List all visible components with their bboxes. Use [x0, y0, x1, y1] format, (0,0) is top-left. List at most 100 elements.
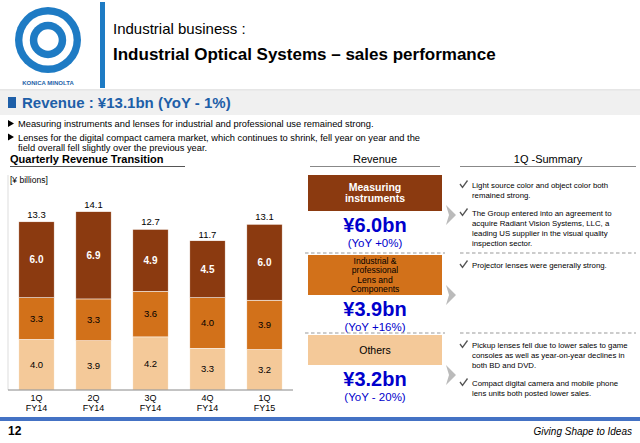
bar-segment: [19, 339, 54, 390]
bar-segment: [133, 337, 168, 390]
legend-entry: Industrial &professionalLens andComponen…: [351, 256, 400, 294]
bar-segment: [19, 222, 54, 298]
x-axis-line: [8, 390, 293, 391]
revenue-header: Revenue : ¥13.1bn (YoY - 1%): [22, 94, 231, 111]
logo-ring: [22, 14, 73, 65]
section-divider: [460, 332, 636, 333]
summary-text: The Group entered into an agreement toac…: [472, 209, 612, 248]
segment-label: 3.2: [258, 364, 271, 375]
section-underline: [460, 166, 636, 167]
bullet-marker: [8, 120, 14, 127]
bar-segment: [247, 350, 282, 390]
summary-text: Pickup lenses fell due to lower sales to…: [472, 341, 628, 370]
summary-column: Light source color and object color both…: [460, 181, 636, 399]
check-mark: [460, 181, 468, 188]
revenue-value: ¥6.0bn: [343, 214, 406, 236]
section-underline: [310, 166, 440, 167]
header: KONICA MINOLTAIndustrial business :Indus…: [0, 2, 640, 90]
legend-entry: Others: [359, 344, 391, 356]
bar-segment: [76, 341, 111, 390]
band-square: [8, 97, 16, 108]
bar-segment: [247, 224, 282, 300]
legend-swatch: [308, 335, 442, 365]
section-divider: [305, 332, 445, 333]
footer: 12 Giving Shape to Ideas: [0, 417, 640, 438]
bullet-text: Measuring instruments and lenses for ind…: [18, 119, 374, 129]
x-tick-label: 4QFY14: [197, 393, 219, 413]
logo-ring: [37, 29, 58, 50]
flow-arrow: [446, 205, 456, 225]
bullet-marker: [8, 134, 14, 141]
bullet-text: Lenses for the digital compact camera ma…: [18, 133, 420, 154]
legend-swatch: [308, 255, 442, 295]
band-background: [0, 91, 640, 116]
segment-label: 3.9: [87, 360, 100, 371]
flow-arrow: [446, 365, 456, 385]
summary-text: Projector lenses were generally strong.: [472, 261, 607, 270]
revenue-yoy: (YoY +0%): [348, 237, 403, 249]
segment-label: 6.0: [258, 257, 272, 268]
check-mark: [460, 379, 468, 386]
revenue-value: ¥3.9bn: [343, 298, 406, 320]
bar-segment: [247, 300, 282, 349]
summary-text: Light source color and object color both…: [472, 181, 608, 200]
section-label: 1Q -Summary: [514, 153, 583, 165]
logo-text: KONICA MINOLTA: [22, 80, 74, 86]
divider-bar: [100, 2, 105, 88]
section-divider: [460, 252, 636, 253]
bullets: Measuring instruments and lenses for ind…: [8, 119, 420, 153]
title-line: Industrial business :: [113, 20, 246, 37]
total-label: 13.1: [255, 211, 274, 222]
segment-label: 3.9: [258, 319, 271, 330]
x-tick-label: 1QFY14: [26, 393, 48, 413]
bar-segment: [133, 229, 168, 291]
flow-arrow: [446, 285, 456, 305]
page-number: 12: [8, 424, 22, 438]
section-divider: [305, 252, 445, 253]
x-tick-label: 2QFY14: [83, 393, 105, 413]
segment-label: 3.3: [201, 363, 214, 374]
segment-label: 4.2: [144, 358, 157, 369]
bar-segment: [190, 298, 225, 349]
total-label: 14.1: [84, 199, 103, 210]
revenue-band: Revenue : ¥13.1bn (YoY - 1%): [0, 91, 640, 116]
logo-ring: [15, 7, 81, 73]
y-axis-label: [¥ billions]: [10, 175, 48, 185]
x-tick-label: 3QFY14: [140, 393, 162, 413]
summary-text: Compact digital camera and mobile phonel…: [472, 379, 618, 398]
footer-line: [0, 417, 640, 421]
chart-title: Quarterly Revenue Transition: [10, 153, 164, 165]
bar-chart: 4.03.94.23.33.23.33.33.64.03.96.06.94.94…: [8, 175, 293, 413]
segment-label: 3.6: [144, 308, 157, 319]
header-rule: [0, 90, 640, 91]
slide: KONICA MINOLTA Industrial business : Indus…: [0, 0, 640, 443]
tagline: Giving Shape to Ideas: [534, 426, 632, 437]
x-tick-label: 1QFY15: [254, 393, 276, 413]
segment-label: 4.5: [201, 264, 215, 275]
segment-label: 6.0: [30, 254, 44, 265]
segment-label: 3.3: [87, 314, 100, 325]
total-label: 13.3: [27, 209, 46, 220]
title-underline: [10, 166, 185, 167]
bar-segment: [76, 299, 111, 341]
data-labels: 4.03.94.23.33.23.33.33.64.03.96.06.94.94…: [27, 199, 274, 375]
revenue-column: Measuringinstruments ¥6.0bn(YoY +0%) Indus…: [305, 175, 456, 403]
y-axis-line: [8, 175, 9, 390]
section-label: Revenue: [353, 153, 397, 165]
revenue-value: ¥3.2bn: [343, 368, 406, 390]
bars: [19, 212, 282, 390]
bar-segment: [133, 291, 168, 337]
bar-segment: [76, 212, 111, 299]
segment-label: 4.9: [144, 255, 158, 266]
segment-label: 4.0: [201, 317, 214, 328]
segment-label: 4.0: [30, 359, 43, 370]
total-label: 11.7: [199, 229, 217, 240]
bar-segment: [190, 348, 225, 390]
column-headers: Quarterly Revenue Transition Revenue 1Q -S…: [10, 153, 636, 167]
legend-entry: Measuringinstruments: [345, 181, 405, 205]
legend-swatch: [308, 175, 442, 211]
segment-label: 3.3: [30, 313, 43, 324]
check-mark: [460, 209, 468, 216]
logo-ring: [30, 22, 66, 58]
check-mark: [460, 341, 468, 348]
